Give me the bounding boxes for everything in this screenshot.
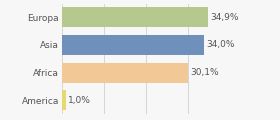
Bar	[62, 35, 204, 55]
Text: 1,0%: 1,0%	[68, 96, 91, 105]
Bar	[62, 63, 188, 83]
Text: 34,0%: 34,0%	[206, 41, 235, 49]
Text: 30,1%: 30,1%	[190, 68, 219, 77]
Bar	[62, 90, 66, 110]
Text: 34,9%: 34,9%	[210, 13, 239, 22]
Bar	[62, 7, 208, 27]
